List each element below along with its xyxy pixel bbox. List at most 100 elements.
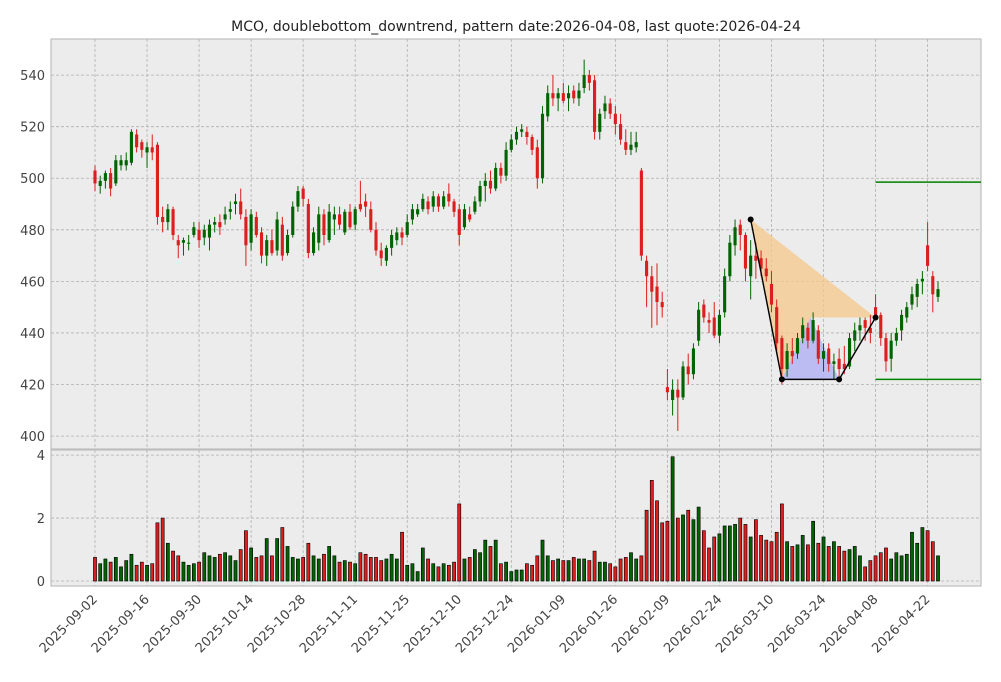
candle-body [181, 240, 186, 243]
volume-bar [764, 539, 769, 582]
candle-body [707, 320, 711, 323]
volume-bar [327, 546, 332, 582]
volume-bar [150, 563, 155, 582]
candle-body [676, 389, 680, 398]
volume-bar [847, 549, 852, 582]
volume-bar [800, 535, 805, 582]
volume-bar [280, 527, 285, 582]
candle-body [140, 142, 144, 150]
candle-body [879, 314, 883, 339]
volume-bar [832, 541, 836, 582]
volume-bar [582, 558, 587, 582]
volume-bar [920, 527, 925, 582]
price-panel: 400 420 440 460 480 500 520 540 [20, 38, 982, 450]
candle-body [379, 250, 383, 259]
candle-body [811, 320, 815, 341]
candle-body [894, 332, 898, 341]
volume-bar [660, 522, 665, 582]
volume-bar [192, 563, 196, 582]
candle-body [613, 113, 617, 125]
candle-body [98, 180, 102, 186]
candle-body [827, 348, 831, 364]
candle-body [619, 124, 623, 140]
volume-bar [171, 550, 175, 582]
candle-body [239, 201, 243, 215]
volume-bar [363, 553, 368, 582]
candle-body [197, 229, 201, 241]
volume-bar [852, 546, 857, 582]
candle-body [873, 307, 878, 315]
volume-bar [384, 558, 389, 582]
volume-bar [405, 564, 410, 582]
volume-bar [701, 530, 706, 582]
candle-body [780, 338, 784, 370]
volume-bar [285, 546, 290, 582]
price-plot-area [50, 38, 982, 450]
volume-bar [129, 553, 134, 582]
candle-body [728, 242, 732, 277]
candle-body [213, 222, 217, 225]
volume-bar [915, 542, 920, 582]
candle-body [114, 160, 118, 184]
volume-bar [165, 542, 170, 582]
candle-body [577, 90, 581, 99]
candle-body [103, 173, 107, 181]
volume-bar [228, 555, 233, 582]
volume-bar [207, 555, 212, 582]
candle-body [691, 348, 695, 375]
volume-bar [717, 533, 722, 582]
volume-bar [290, 557, 295, 582]
candle-body [769, 283, 774, 305]
candle-body [119, 160, 123, 166]
volume-bar [322, 553, 326, 582]
volume-bar [368, 557, 373, 582]
candle-body [634, 142, 638, 148]
candle-body [853, 330, 857, 341]
candle-body [348, 211, 352, 228]
candle-body [514, 131, 519, 140]
volume-bar [754, 519, 758, 582]
price-tick-label: 480 [20, 224, 45, 239]
candle-body [821, 351, 826, 359]
candle-body [530, 136, 534, 150]
volume-bar [124, 560, 129, 582]
candle-body [759, 258, 763, 269]
candle-body [343, 211, 347, 233]
volume-bar [577, 558, 581, 582]
candle-body [129, 131, 133, 163]
candle-body [926, 245, 930, 266]
candle-body [400, 232, 404, 238]
volume-bar [743, 524, 748, 582]
volume-bar [649, 480, 654, 582]
candle-body [900, 314, 904, 331]
price-tick-label: 400 [20, 430, 45, 445]
volume-bar [608, 563, 613, 582]
candle-body [697, 309, 701, 341]
volume-bar [400, 531, 404, 582]
candle-body [265, 240, 269, 256]
candle-body [920, 278, 924, 282]
candle-body [442, 196, 446, 207]
candle-body [109, 173, 113, 189]
candle-body [910, 294, 914, 305]
candle-body [561, 93, 565, 101]
volume-bar [452, 561, 456, 582]
candle-body [743, 234, 748, 269]
candle-body [858, 325, 862, 331]
volume-bar [358, 552, 363, 582]
volume-bar [910, 531, 914, 582]
candle-body [176, 240, 180, 246]
price-tick-label: 540 [20, 69, 45, 84]
price-tick-label: 440 [20, 327, 45, 342]
candle-body [499, 167, 503, 176]
candle-body [338, 214, 342, 225]
volume-bar [197, 561, 201, 582]
volume-bar [139, 561, 144, 582]
candle-body [868, 327, 872, 333]
candle-body [603, 103, 607, 112]
candle-body [192, 227, 196, 235]
volume-tick-label: 4 [37, 449, 45, 464]
volume-bar [238, 549, 243, 582]
candle-body [723, 276, 727, 313]
volume-bar [249, 547, 253, 582]
